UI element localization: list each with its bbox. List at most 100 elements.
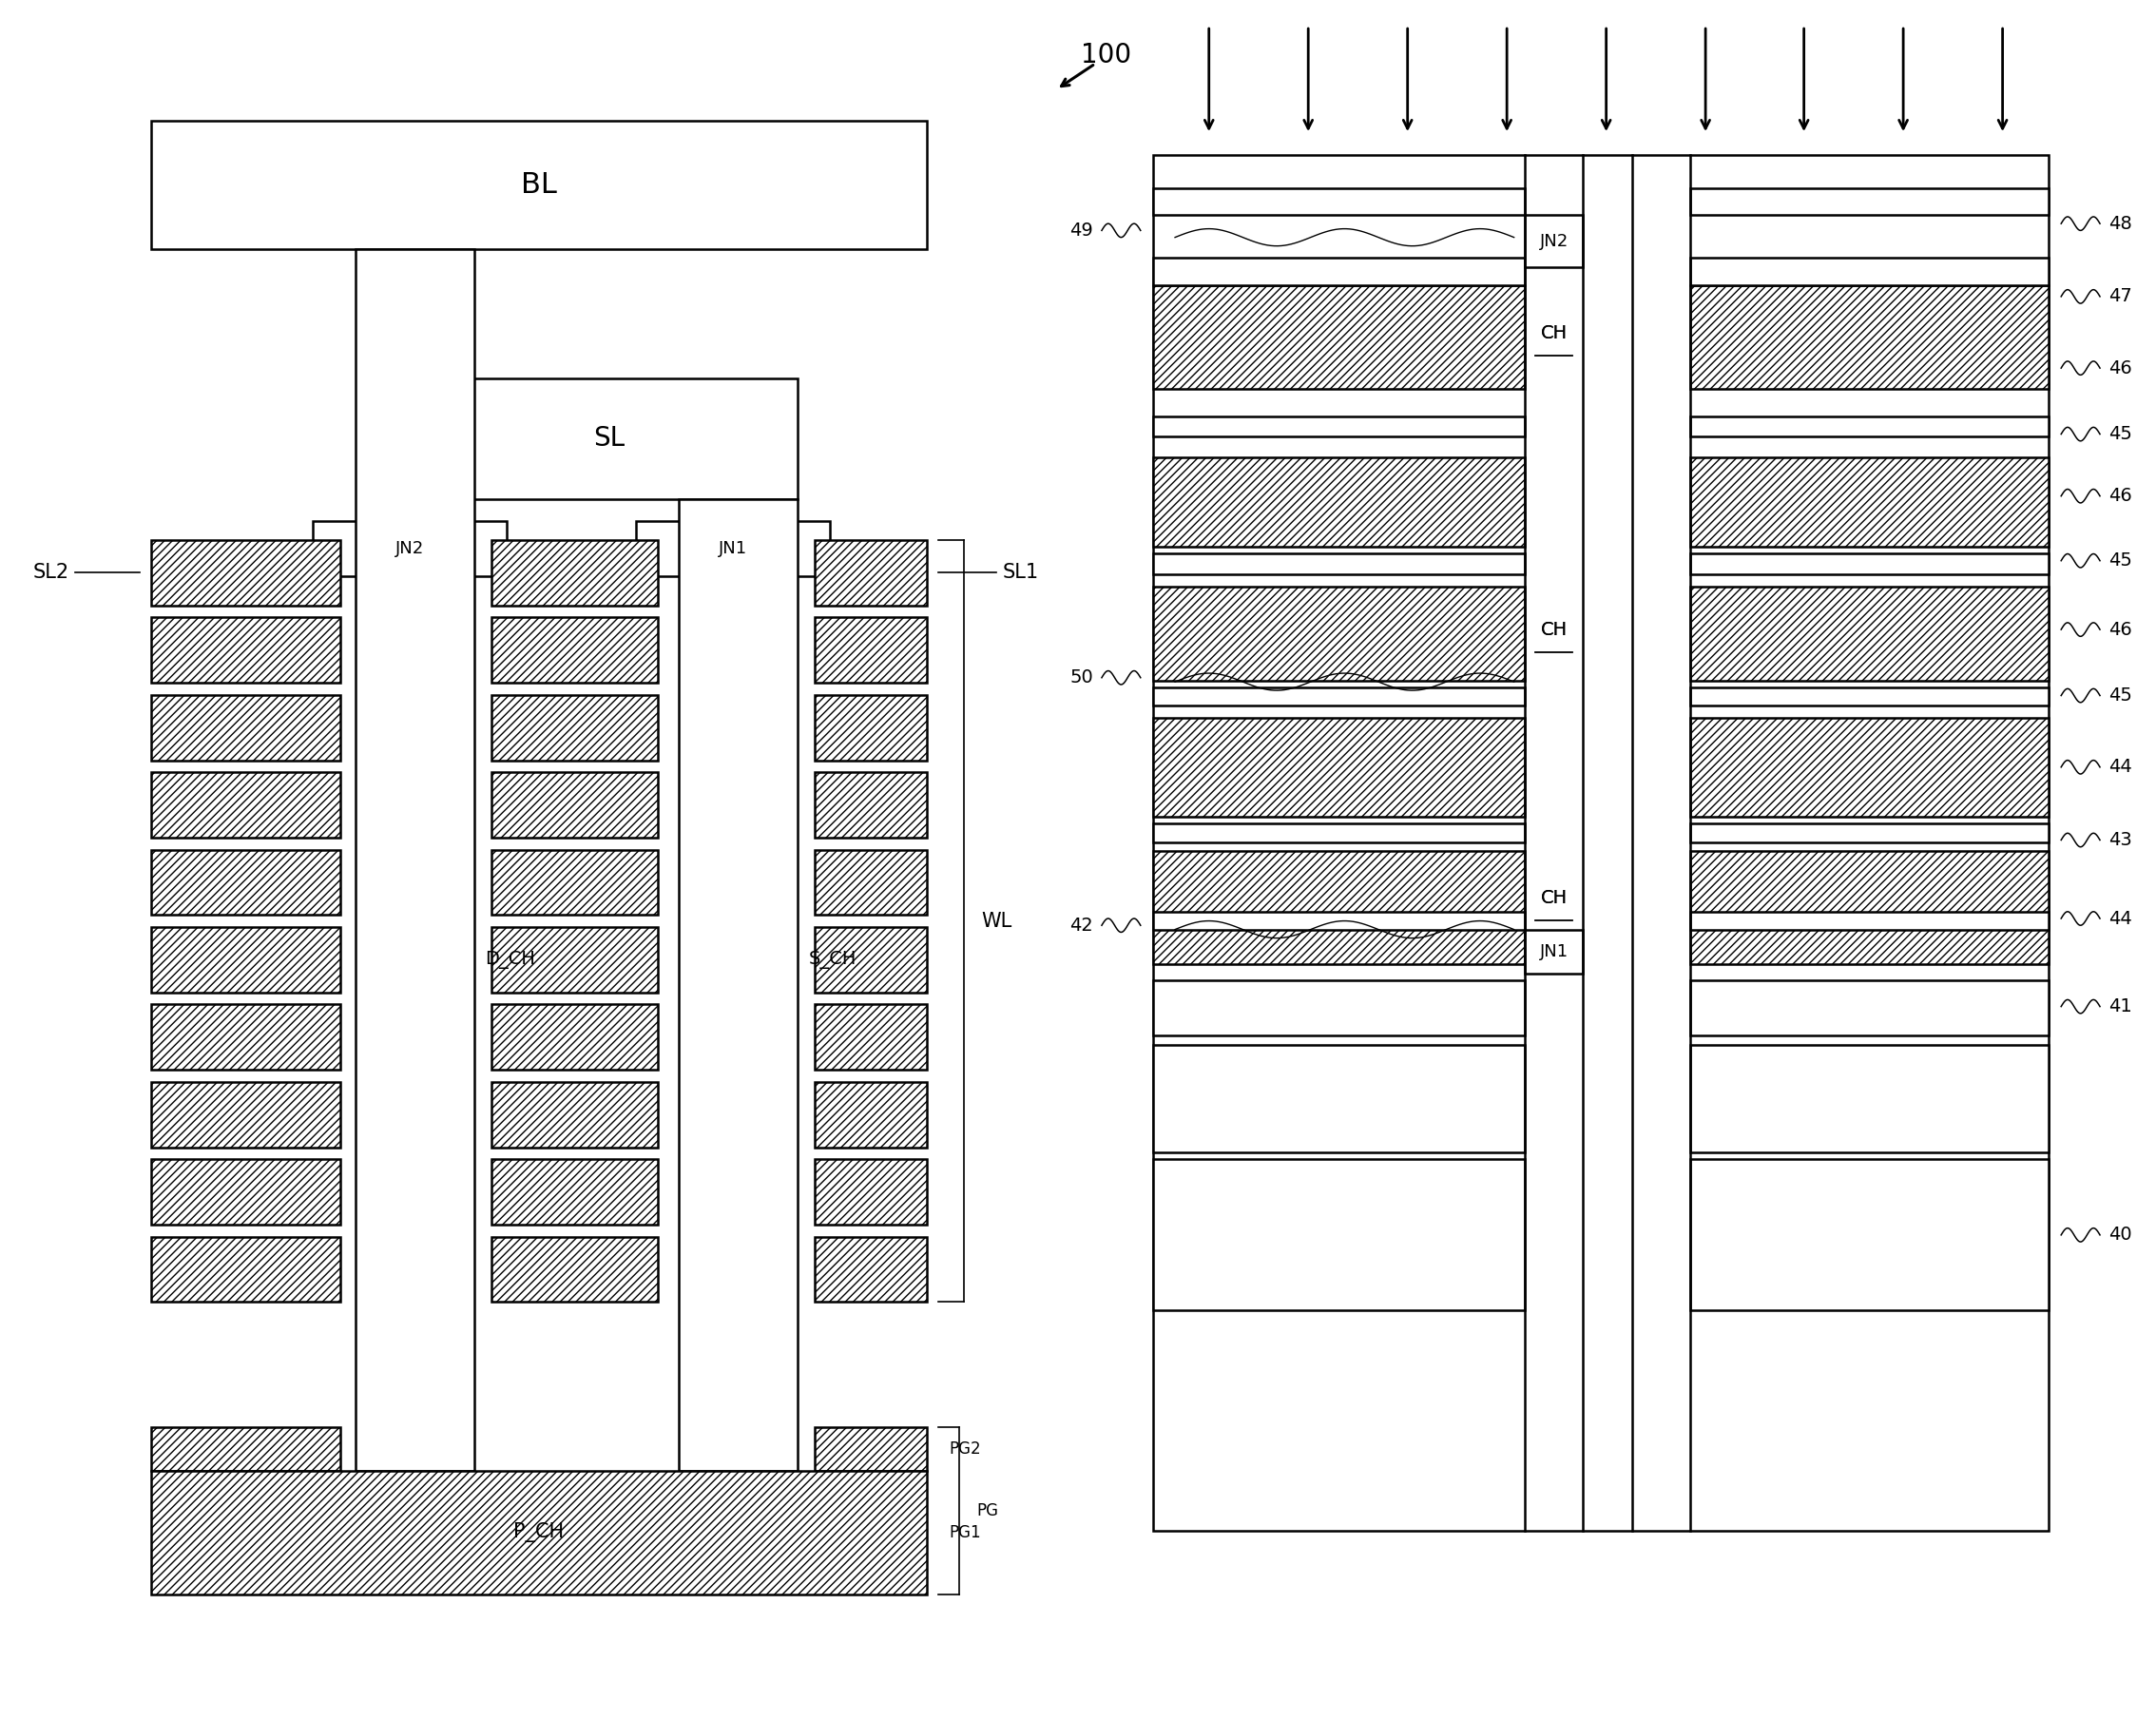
Bar bbox=[1153, 458, 1524, 547]
Bar bbox=[492, 850, 658, 915]
Bar bbox=[1690, 851, 2048, 963]
Bar bbox=[151, 617, 341, 683]
Bar bbox=[1153, 416, 1524, 437]
Bar bbox=[1690, 1046, 2048, 1152]
Text: D_CH: D_CH bbox=[485, 951, 535, 968]
Text: CH: CH bbox=[1542, 889, 1567, 906]
Bar bbox=[151, 1471, 927, 1594]
Bar bbox=[1690, 458, 2048, 547]
Bar bbox=[815, 850, 927, 915]
Bar bbox=[1690, 824, 2048, 843]
Bar bbox=[151, 120, 927, 249]
Text: 43: 43 bbox=[2109, 831, 2132, 850]
Bar bbox=[151, 1082, 341, 1147]
Text: JN1: JN1 bbox=[718, 540, 748, 557]
Text: 47: 47 bbox=[2109, 287, 2132, 306]
Bar bbox=[815, 540, 927, 605]
Bar bbox=[1153, 155, 2048, 1531]
Text: CH: CH bbox=[1542, 325, 1567, 342]
Text: 44: 44 bbox=[2109, 759, 2132, 776]
Bar bbox=[492, 1237, 658, 1302]
Bar bbox=[151, 1004, 341, 1070]
Bar bbox=[815, 695, 927, 760]
Bar bbox=[492, 1082, 658, 1147]
Bar bbox=[492, 772, 658, 838]
Bar bbox=[151, 772, 341, 838]
Bar bbox=[1690, 187, 2048, 215]
Bar bbox=[1690, 416, 2048, 437]
Bar bbox=[492, 540, 658, 605]
Bar bbox=[1690, 258, 2048, 286]
Bar bbox=[492, 695, 658, 760]
Text: 46: 46 bbox=[2109, 359, 2132, 377]
Text: CH: CH bbox=[1542, 621, 1567, 638]
Bar bbox=[151, 927, 341, 992]
Bar bbox=[1153, 980, 1524, 1035]
Bar bbox=[815, 1428, 927, 1471]
Text: 45: 45 bbox=[2109, 552, 2132, 569]
Text: 100: 100 bbox=[1080, 41, 1132, 69]
Bar bbox=[151, 1159, 341, 1225]
Bar bbox=[492, 617, 658, 683]
Bar bbox=[1524, 929, 1583, 974]
Bar bbox=[151, 1237, 341, 1302]
Text: 44: 44 bbox=[2109, 910, 2132, 927]
Bar bbox=[1153, 187, 1524, 215]
Text: JN1: JN1 bbox=[1539, 943, 1567, 960]
Text: 40: 40 bbox=[2109, 1226, 2132, 1244]
Bar bbox=[356, 249, 474, 1471]
Text: JN2: JN2 bbox=[1539, 232, 1567, 249]
Bar bbox=[1153, 554, 1524, 574]
Text: PG: PG bbox=[977, 1503, 998, 1519]
Bar bbox=[1690, 286, 2048, 389]
Bar bbox=[1153, 824, 1524, 843]
Bar bbox=[1690, 717, 2048, 817]
Bar bbox=[815, 617, 927, 683]
Text: CH: CH bbox=[1542, 325, 1567, 342]
Bar bbox=[1153, 1159, 1524, 1311]
Bar bbox=[492, 1159, 658, 1225]
Text: SL1: SL1 bbox=[1003, 562, 1039, 583]
Text: 49: 49 bbox=[1069, 222, 1093, 239]
Bar bbox=[1153, 286, 1524, 389]
Bar bbox=[492, 1004, 658, 1070]
Bar bbox=[151, 850, 341, 915]
Text: P_CH: P_CH bbox=[513, 1522, 565, 1543]
Text: CH: CH bbox=[1542, 889, 1567, 906]
Bar bbox=[420, 378, 798, 499]
Bar bbox=[1690, 912, 2048, 929]
Bar bbox=[1153, 258, 1524, 286]
Text: PG2: PG2 bbox=[949, 1441, 981, 1457]
Bar bbox=[1690, 587, 2048, 681]
Bar bbox=[1524, 215, 1583, 268]
Text: 42: 42 bbox=[1069, 917, 1093, 934]
Bar bbox=[1153, 851, 1524, 963]
Bar bbox=[1153, 688, 1524, 705]
Bar bbox=[815, 1237, 927, 1302]
Text: 45: 45 bbox=[2109, 686, 2132, 705]
Bar bbox=[815, 772, 927, 838]
Text: CH: CH bbox=[1542, 621, 1567, 638]
Text: JN2: JN2 bbox=[395, 540, 425, 557]
Bar bbox=[1153, 587, 1524, 681]
Bar bbox=[1153, 717, 1524, 817]
Text: PG1: PG1 bbox=[949, 1524, 981, 1541]
Bar bbox=[492, 927, 658, 992]
Bar bbox=[1690, 688, 2048, 705]
Bar bbox=[815, 1159, 927, 1225]
Bar bbox=[1153, 1046, 1524, 1152]
Bar bbox=[313, 521, 507, 576]
Bar bbox=[679, 499, 798, 1471]
Bar bbox=[815, 1004, 927, 1070]
Bar bbox=[1153, 912, 1524, 929]
Text: 50: 50 bbox=[1069, 669, 1093, 686]
Bar bbox=[636, 521, 830, 576]
Bar bbox=[151, 1428, 341, 1471]
Text: S_CH: S_CH bbox=[808, 951, 856, 968]
Bar bbox=[151, 695, 341, 760]
Bar bbox=[815, 927, 927, 992]
Text: 46: 46 bbox=[2109, 487, 2132, 506]
Bar bbox=[1690, 554, 2048, 574]
Text: SL: SL bbox=[593, 425, 625, 452]
Bar bbox=[1690, 980, 2048, 1035]
